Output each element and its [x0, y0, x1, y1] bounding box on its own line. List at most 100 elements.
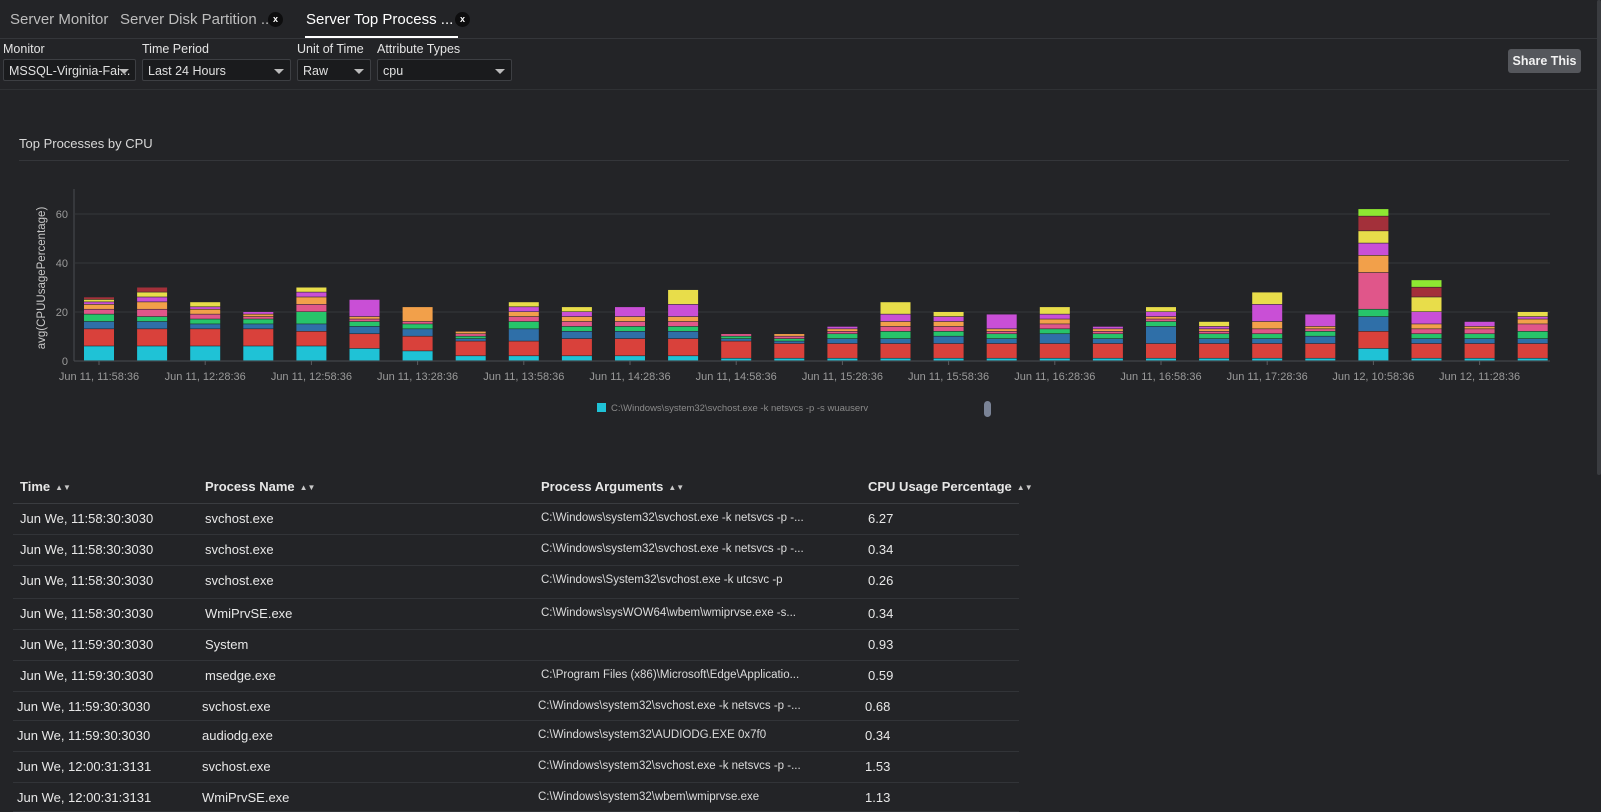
table-row[interactable]: Jun We, 11:59:30:3030 svchost.exe C:\Windo…: [13, 692, 1019, 721]
share-button[interactable]: Share This: [1508, 49, 1581, 73]
cell-process-name: svchost.exe: [205, 511, 274, 526]
bar-segment: [615, 326, 645, 331]
bar-segment: [243, 312, 274, 314]
bar-segment: [1092, 358, 1123, 361]
table-row[interactable]: Jun We, 11:58:30:3030 svchost.exe C:\Windo…: [13, 504, 1019, 535]
bar-segment: [1411, 297, 1442, 312]
cell-time: Jun We, 12:00:31:3131: [17, 759, 152, 774]
bar-segment: [1411, 280, 1442, 287]
bar-segment: [1252, 292, 1283, 305]
bar-segment: [190, 329, 221, 346]
bar-segment: [615, 331, 645, 339]
bar-segment: [827, 338, 858, 344]
monitor-label: Monitor: [3, 42, 45, 56]
bar-segment: [1517, 324, 1548, 331]
bar-segment: [933, 343, 964, 358]
bar-segment: [668, 338, 699, 356]
cell-process-arguments: C:\Windows\system32\svchost.exe -k netsv…: [538, 700, 801, 712]
bar-segment: [243, 346, 274, 361]
bar-segment: [243, 324, 274, 329]
table-row[interactable]: Jun We, 11:59:30:3030 System 0.93: [13, 630, 1019, 661]
cell-time: Jun We, 11:59:30:3030: [20, 668, 154, 683]
y-tick-label: 60: [56, 209, 68, 221]
time-period-value: Last 24 Hours: [148, 64, 226, 78]
bar-segment: [508, 356, 539, 361]
x-tick-label: Jun 12, 11:28:36: [1439, 371, 1520, 383]
bar-segment: [1199, 334, 1230, 339]
bar-segment: [1305, 326, 1336, 329]
bar-segment: [1358, 348, 1389, 361]
unit-of-time-select[interactable]: Raw: [297, 59, 371, 81]
tab-bar: Server Monitor Server Disk Partition ...…: [0, 0, 1601, 39]
bar-segment: [508, 307, 539, 312]
bar-segment: [1305, 314, 1336, 327]
bar-segment: [827, 331, 858, 334]
table-row[interactable]: Jun We, 12:00:31:3131 WmiPrvSE.exe C:\Wind…: [13, 783, 1019, 812]
table-row[interactable]: Jun We, 11:58:30:3030 svchost.exe C:\Windo…: [13, 535, 1019, 566]
bar-segment: [1358, 231, 1389, 243]
bar-segment: [190, 307, 221, 309]
tab-server-top-process[interactable]: Server Top Process ...: [305, 0, 459, 38]
x-tick-label: Jun 11, 14:58:36: [696, 371, 777, 383]
bar-segment: [1146, 307, 1176, 312]
bar-segment: [615, 356, 645, 361]
bar-segment: [880, 326, 911, 331]
attribute-types-select[interactable]: cpu: [377, 59, 512, 81]
tab-server-disk-partition[interactable]: Server Disk Partition ...: [120, 0, 273, 38]
bar-segment: [243, 329, 274, 346]
bar-segment: [880, 338, 911, 344]
table-row[interactable]: Jun We, 11:58:30:3030 WmiPrvSE.exe C:\Wind…: [13, 599, 1019, 630]
bar-segment: [1358, 216, 1389, 231]
bar-segment: [721, 336, 752, 339]
column-header-cpu-usage[interactable]: CPU Usage Percentage ▲▼: [868, 479, 1033, 494]
chart-legend[interactable]: C:\Windows\system32\svchost.exe -k netsv…: [597, 403, 868, 414]
column-header-time[interactable]: Time ▲▼: [20, 479, 71, 494]
bar-segment: [1199, 326, 1230, 329]
bar-segment: [508, 302, 539, 307]
cell-process-name: svchost.exe: [202, 759, 271, 774]
bar-segment: [1252, 338, 1283, 344]
x-tick-label: Jun 11, 13:58:36: [483, 371, 564, 383]
bar-segment: [615, 307, 645, 317]
monitor-select[interactable]: MSSQL-Virginia-Fai...: [3, 59, 136, 81]
bar-segment: [1305, 329, 1336, 331]
cell-cpu-usage: 0.34: [868, 606, 894, 621]
bar-segment: [1517, 338, 1548, 344]
bar-segment: [296, 292, 327, 297]
bar-segment: [933, 321, 964, 327]
sort-icon: ▲▼: [55, 483, 71, 492]
column-header-process-name[interactable]: Process Name ▲▼: [205, 479, 315, 494]
close-tab-top-process-icon[interactable]: x: [455, 12, 470, 27]
close-tab-disk-partition-icon[interactable]: x: [268, 12, 283, 27]
bar-segment: [1464, 343, 1495, 358]
bar-segment: [986, 334, 1017, 339]
bar-segment: [721, 341, 752, 358]
page-scrollbar[interactable]: [1597, 0, 1601, 475]
x-tick-label: Jun 11, 15:28:36: [802, 371, 883, 383]
table-row[interactable]: Jun We, 12:00:31:3131 svchost.exe C:\Windo…: [13, 752, 1019, 783]
bar-segment: [455, 331, 486, 334]
table-row[interactable]: Jun We, 11:58:30:3030 svchost.exe C:\Windo…: [13, 566, 1019, 599]
bar-segment: [349, 316, 380, 319]
bar-segment: [402, 351, 433, 361]
bar-segment: [296, 287, 327, 292]
bar-segment: [137, 287, 168, 292]
bar-segment: [668, 326, 699, 331]
bar-segment: [1517, 343, 1548, 358]
bar-segment: [1358, 272, 1389, 309]
bar-segment: [827, 343, 858, 358]
bar-segment: [1411, 329, 1442, 334]
legend-scroll-handle[interactable]: [984, 401, 991, 417]
bar-segment: [668, 304, 699, 317]
bar-segment: [1199, 338, 1230, 344]
bar-segment: [296, 297, 327, 305]
bar-segment: [349, 326, 380, 334]
column-header-process-arguments[interactable]: Process Arguments ▲▼: [541, 479, 684, 494]
table-row[interactable]: Jun We, 11:59:30:3030 audiodg.exe C:\Windo…: [13, 721, 1019, 752]
time-period-select[interactable]: Last 24 Hours: [142, 59, 291, 81]
tab-server-monitor[interactable]: Server Monitor: [10, 0, 108, 38]
bar-segment: [1252, 343, 1283, 358]
table-row[interactable]: Jun We, 11:59:30:3030 msedge.exe C:\Progra…: [13, 661, 1019, 692]
cell-process-arguments: C:\Windows\system32\svchost.exe -k netsv…: [541, 543, 804, 555]
bar-segment: [933, 316, 964, 322]
